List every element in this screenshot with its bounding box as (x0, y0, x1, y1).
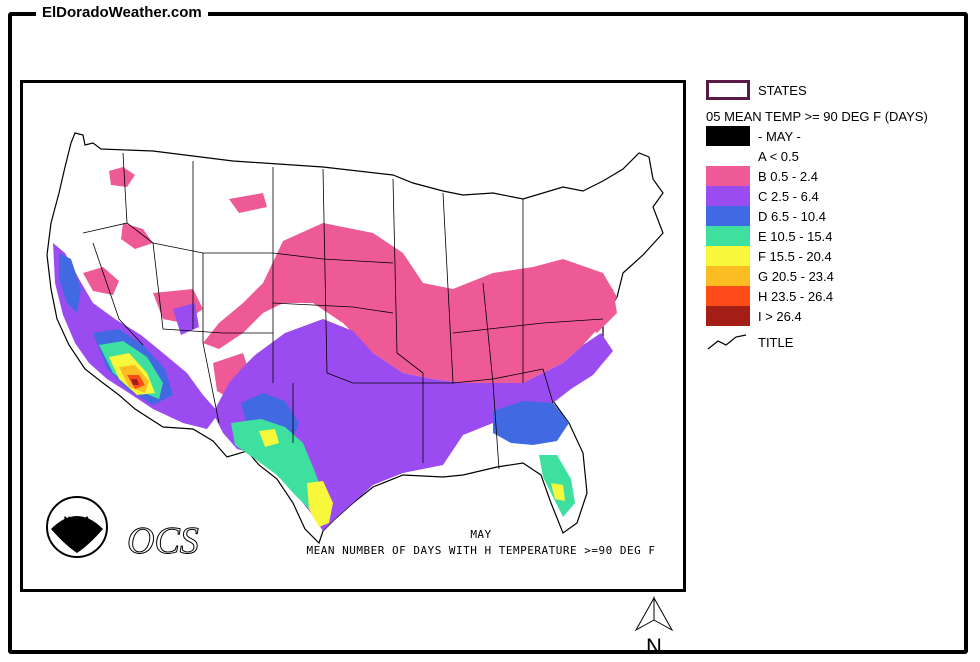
region-b-se-coast (579, 283, 617, 333)
region-e-texas (231, 419, 323, 523)
legend-month: - MAY - (706, 126, 801, 146)
legend-class-swatch (706, 246, 750, 266)
legend-class-row: H 23.5 - 26.4 (706, 286, 833, 306)
legend-class-row: D 6.5 - 10.4 (706, 206, 826, 226)
north-arrow-icon: N (634, 596, 674, 658)
region-b-west-b (121, 223, 153, 249)
legend-class-label: I > 26.4 (758, 308, 802, 324)
region-f-fl (551, 483, 565, 501)
us-map: NOAA OCS (46, 132, 664, 563)
legend-class-label: A < 0.5 (758, 148, 799, 164)
region-d-cal (59, 253, 81, 313)
legend-class-label: F 15.5 - 20.4 (758, 248, 832, 264)
legend-class-row: B 0.5 - 2.4 (706, 166, 818, 186)
legend-class-label: E 10.5 - 15.4 (758, 228, 833, 244)
region-c-west (53, 243, 219, 429)
legend-class-swatch (706, 266, 750, 286)
region-f-texas-south (307, 481, 333, 527)
legend-states: STATES (706, 80, 807, 100)
region-i-az (131, 379, 139, 385)
region-b-central (203, 223, 617, 383)
legend-month-label: - MAY - (758, 128, 801, 144)
legend-heading: 05 MEAN TEMP >= 90 DEG F (DAYS) (706, 106, 928, 126)
legend-class-row: G 20.5 - 23.4 (706, 266, 834, 286)
legend-class-row: E 10.5 - 15.4 (706, 226, 832, 246)
north-label: N (646, 634, 662, 658)
region-f-texas-west (259, 429, 279, 447)
map-panel: NOAA OCS MAY MEAN NUMBER OF DAYS WITH H … (20, 80, 686, 592)
site-title: ElDoradoWeather.com (36, 4, 208, 21)
title-line-icon (707, 334, 747, 350)
legend-class-label: C 2.5 - 6.4 (758, 188, 819, 204)
legend-states-swatch (706, 80, 750, 100)
legend-class-label: B 0.5 - 2.4 (758, 168, 818, 184)
noaa-logo: NOAA (46, 496, 108, 558)
legend-class-label: G 20.5 - 23.4 (758, 268, 834, 284)
region-b-west-c (83, 267, 119, 295)
region-b-nw-small (229, 193, 267, 213)
legend-class-label: H 23.5 - 26.4 (758, 288, 834, 304)
legend-class-row: C 2.5 - 6.4 (706, 186, 819, 206)
legend-class-swatch (706, 166, 750, 186)
legend-class-swatch (706, 186, 750, 206)
state-boundaries (82, 152, 604, 470)
region-b-west-a (109, 167, 135, 187)
noaa-text: NOAA (64, 515, 91, 525)
legend-states-label: STATES (758, 82, 807, 98)
legend-class-swatch (706, 286, 750, 306)
legend-title-label: TITLE (758, 334, 794, 350)
caption-description: MEAN NUMBER OF DAYS WITH H TEMPERATURE >… (306, 544, 656, 557)
caption-month: MAY (470, 528, 492, 541)
legend-class-row: F 15.5 - 20.4 (706, 246, 832, 266)
map-caption: MAY MEAN NUMBER OF DAYS WITH H TEMPERATU… (271, 527, 683, 559)
legend-title: TITLE (706, 332, 793, 352)
legend-heading-label: 05 MEAN TEMP >= 90 DEG F (DAYS) (706, 108, 928, 124)
ocs-logo-text: OCS (127, 520, 199, 562)
legend-class-swatch (706, 206, 750, 226)
legend-class-label: D 6.5 - 10.4 (758, 208, 826, 224)
region-c-nv (173, 303, 199, 335)
outer-frame (8, 12, 968, 654)
legend-class-row: I > 26.4 (706, 306, 802, 326)
region-d-southeast (493, 401, 569, 445)
legend-month-swatch (706, 126, 750, 146)
legend-class-swatch (706, 306, 750, 326)
legend-class-swatch (706, 226, 750, 246)
legend-class-row: A < 0.5 (706, 146, 799, 166)
legend-class-swatch (706, 146, 750, 166)
